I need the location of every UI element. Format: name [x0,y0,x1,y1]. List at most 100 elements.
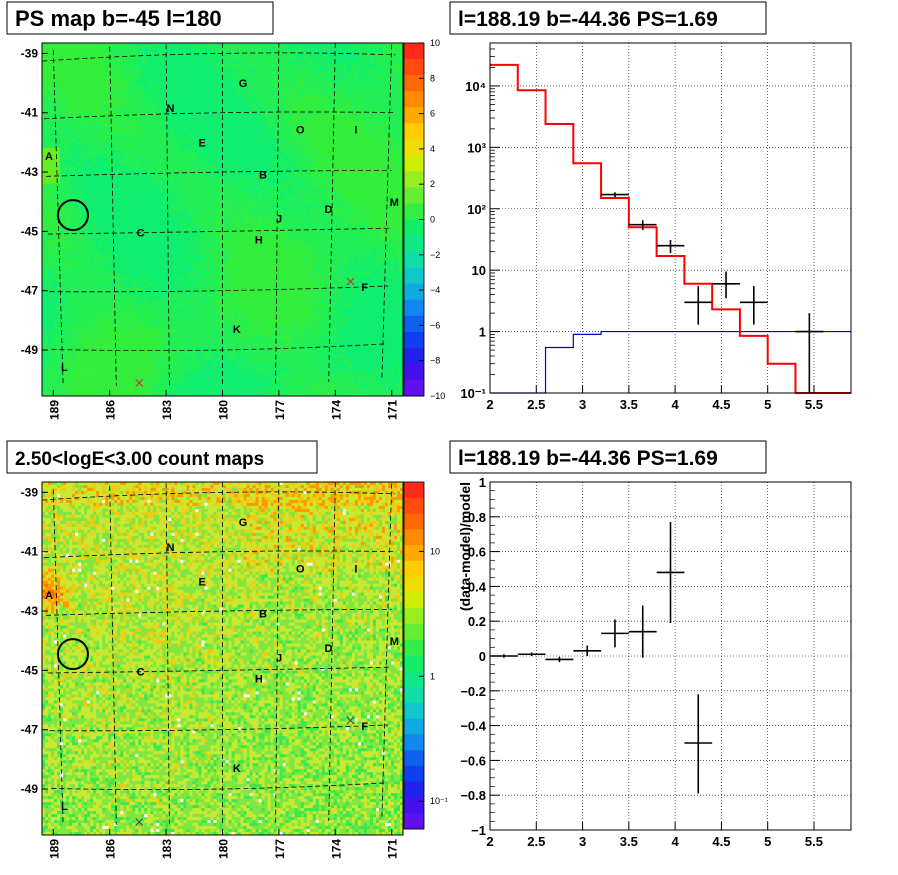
heatmap-cell [247,55,250,58]
heatmap-cell [394,76,397,79]
heatmap-cell [198,94,201,97]
heatmap-cell [138,109,141,112]
heatmap-cell [51,115,54,118]
heatmap-cell [229,55,232,58]
heatmap-cell [129,109,132,112]
heatmap-cell [241,139,244,142]
heatmap-cell [337,136,340,139]
heatmap-cell [87,43,90,46]
heatmap-cell [325,106,328,109]
heatmap-cell [226,157,229,160]
heatmap-cell [84,52,87,55]
heatmap-cell [162,97,165,100]
heatmap-cell [159,136,162,139]
heatmap-cell [337,118,340,121]
heatmap-cell [90,64,93,67]
heatmap-cell [192,70,195,73]
heatmap-cell [150,52,153,55]
heatmap-cell [162,82,165,85]
heatmap-cell [96,166,99,169]
heatmap-cell [298,145,301,148]
heatmap-cell [147,160,150,163]
heatmap-cell [340,151,343,154]
heatmap-cell [292,52,295,55]
heatmap-cell [42,70,45,73]
heatmap-cell [274,64,277,67]
heatmap-cell [174,94,177,97]
heatmap-cell [262,163,265,166]
heatmap-cell [120,79,123,82]
heatmap-cell [316,64,319,67]
heatmap-cell [223,82,226,85]
heatmap-cell [87,121,90,124]
heatmap-cell [340,133,343,136]
heatmap-cell [141,154,144,157]
heatmap-cell [247,109,250,112]
heatmap-cell [271,157,274,160]
heatmap-cell [162,73,165,76]
heatmap-cell [343,52,346,55]
heatmap-cell [310,97,313,100]
heatmap-cell [129,103,132,106]
heatmap-cell [96,136,99,139]
heatmap-cell [310,148,313,151]
heatmap-cell [253,130,256,133]
heatmap-cell [117,127,120,130]
heatmap-cell [168,61,171,64]
heatmap-cell [75,139,78,142]
heatmap-cell [391,115,394,118]
heatmap-cell [45,97,48,100]
heatmap-cell [319,121,322,124]
heatmap-cell [57,145,60,148]
heatmap-cell [397,91,400,94]
heatmap-cell [153,142,156,145]
heatmap-cell [156,103,159,106]
heatmap-cell [316,55,319,58]
heatmap-cell [48,145,51,148]
heatmap-cell [99,88,102,91]
heatmap-cell [48,61,51,64]
heatmap-cell [250,148,253,151]
heatmap-cell [126,127,129,130]
heatmap-cell [138,85,141,88]
heatmap-cell [90,145,93,148]
heatmap-cell [298,43,301,46]
heatmap-cell [262,76,265,79]
heatmap-cell [232,166,235,169]
heatmap-cell [66,97,69,100]
heatmap-cell [364,73,367,76]
heatmap-cell [126,82,129,85]
heatmap-cell [123,157,126,160]
heatmap-cell [385,115,388,118]
heatmap-cell [262,127,265,130]
heatmap-cell [159,115,162,118]
heatmap-cell [57,160,60,163]
heatmap-cell [105,154,108,157]
heatmap-cell [201,88,204,91]
heatmap-cell [174,148,177,151]
heatmap-cell [123,133,126,136]
heatmap-cell [54,106,57,109]
heatmap-cell [51,49,54,52]
heatmap-cell [150,76,153,79]
heatmap-cell [337,106,340,109]
heatmap-cell [90,70,93,73]
heatmap-cell [96,64,99,67]
heatmap-cell [268,70,271,73]
heatmap-cell [72,121,75,124]
heatmap-cell [283,76,286,79]
heatmap-cell [81,166,84,169]
heatmap-cell [135,148,138,151]
heatmap-cell [99,166,102,169]
heatmap-cell [90,163,93,166]
heatmap-cell [120,76,123,79]
heatmap-cell [183,118,186,121]
heatmap-cell [174,88,177,91]
heatmap-cell [343,121,346,124]
heatmap-cell [328,46,331,49]
heatmap-cell [307,100,310,103]
heatmap-cell [235,127,238,130]
heatmap-cell [265,88,268,91]
heatmap-cell [286,103,289,106]
heatmap-cell [174,49,177,52]
